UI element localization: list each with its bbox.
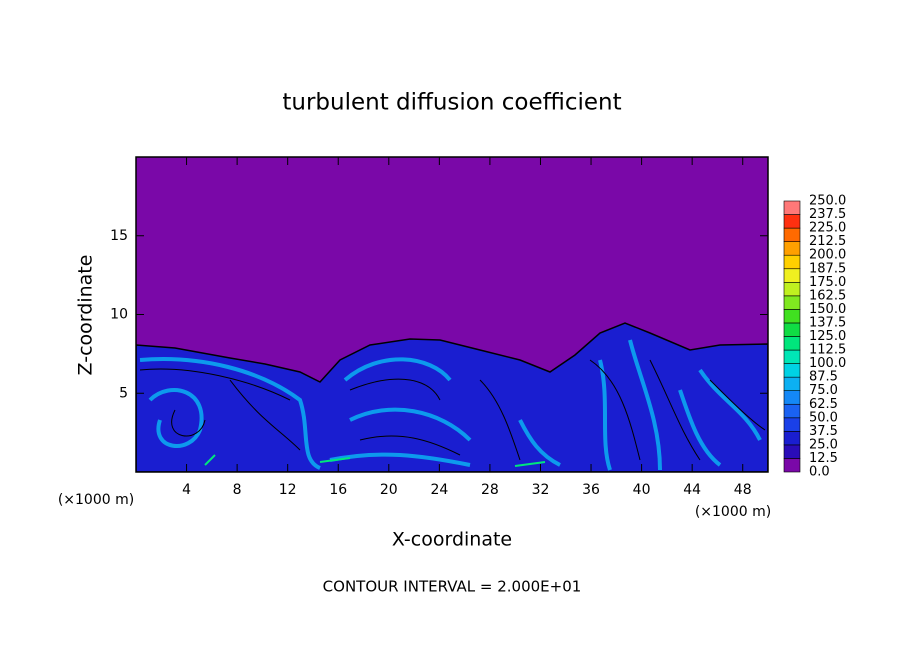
x-tick-label: 48 <box>734 482 752 498</box>
colorbar-label: 200.0 <box>809 248 846 263</box>
x-unit-label: (×1000 m) <box>695 504 771 520</box>
y-tick-label: 15 <box>110 228 128 244</box>
colorbar-label: 25.0 <box>809 437 838 452</box>
colorbar-label: 150.0 <box>809 302 846 317</box>
colorbar-label: 87.5 <box>809 370 838 385</box>
x-tick-label: 4 <box>182 482 191 498</box>
x-tick-label: 32 <box>532 482 550 498</box>
x-tick-label: 8 <box>233 482 242 498</box>
contour-field <box>136 157 768 472</box>
x-tick-label: 24 <box>430 482 448 498</box>
x-tick-label: 16 <box>329 482 347 498</box>
colorbar-label: 100.0 <box>809 356 846 371</box>
x-tick-label: 40 <box>633 482 651 498</box>
colorbar-label: 62.5 <box>809 397 838 412</box>
colorbar-swatch <box>783 295 801 310</box>
chart-title: turbulent diffusion coefficient <box>282 90 621 116</box>
colorbar-label: 212.5 <box>809 234 846 249</box>
colorbar-label: 237.5 <box>809 207 846 222</box>
colorbar-label: 175.0 <box>809 275 846 290</box>
colorbar-label: 187.5 <box>809 261 846 276</box>
colorbar-swatch <box>783 227 801 242</box>
contour-line <box>139 359 766 461</box>
colorbar-swatch <box>783 417 801 432</box>
colorbar-swatch <box>783 376 801 391</box>
colorbar-swatch <box>783 322 801 337</box>
colorbar-swatch <box>783 281 801 297</box>
colorbar-label: 0.0 <box>809 465 830 480</box>
colorbar-swatch <box>783 268 801 283</box>
colorbar-swatch <box>783 403 801 419</box>
colorbar-swatch <box>783 458 801 473</box>
colorbar-swatch <box>783 214 801 229</box>
x-unit-label: (×1000 m) <box>58 492 134 508</box>
colorbar-swatch <box>783 349 801 364</box>
colorbar-label: 37.5 <box>809 424 838 439</box>
x-tick-label: 12 <box>279 482 297 498</box>
y-axis-label: Z-coordinate <box>75 255 97 376</box>
x-tick-label: 36 <box>582 482 600 498</box>
colorbar-label: 225.0 <box>809 221 846 236</box>
x-tick-label: 28 <box>481 482 499 498</box>
colorbar-label: 162.5 <box>809 288 846 303</box>
colorbar-label: 112.5 <box>809 343 846 358</box>
colorbar-swatch <box>783 200 801 215</box>
colorbar-swatch <box>783 431 801 446</box>
colorbar-label: 12.5 <box>809 451 838 466</box>
colorbar-label: 75.0 <box>809 383 838 398</box>
y-tick-label: 10 <box>110 307 128 323</box>
colorbar-label: 137.5 <box>809 315 846 330</box>
field-region <box>204 454 546 467</box>
colorbar-swatch <box>783 309 801 324</box>
colorbar-label: 50.0 <box>809 410 838 425</box>
colorbar-label: 125.0 <box>809 329 846 344</box>
colorbar-swatch <box>783 363 801 378</box>
y-tick-label: 5 <box>119 385 128 401</box>
x-axis-label: X-coordinate <box>392 529 512 551</box>
colorbar-swatch <box>783 444 801 459</box>
colorbar-swatch <box>783 336 801 351</box>
x-tick-label: 44 <box>683 482 701 498</box>
colorbar-swatch <box>783 390 801 405</box>
annotation: CONTOUR INTERVAL = 2.000E+01 <box>323 578 582 596</box>
colorbar-swatch <box>783 241 801 256</box>
x-tick-label: 20 <box>380 482 398 498</box>
field-region <box>136 322 768 472</box>
colorbar-label: 250.0 <box>809 194 846 209</box>
colorbar-swatch <box>783 254 801 270</box>
